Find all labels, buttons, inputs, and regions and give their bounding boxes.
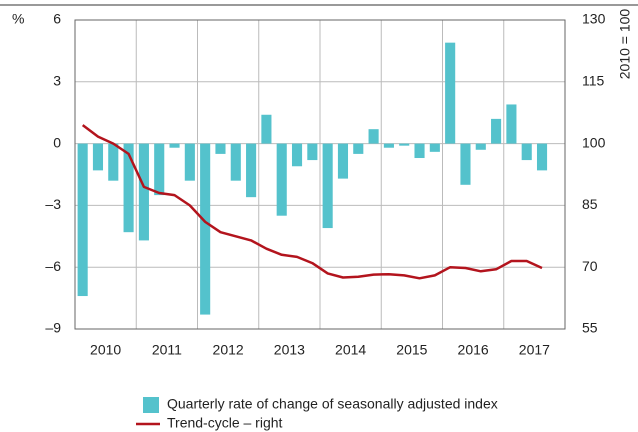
x-tick-label: 2010	[90, 342, 121, 358]
bar	[337, 143, 349, 179]
bar	[108, 143, 119, 181]
bar	[276, 143, 287, 216]
bar	[261, 114, 272, 144]
x-tick-label: 2014	[335, 342, 366, 358]
legend-swatch	[143, 397, 159, 413]
bar	[322, 143, 333, 229]
bar	[230, 143, 241, 181]
bar	[353, 143, 364, 154]
y2-tick-label: 55	[582, 320, 598, 336]
bar	[399, 143, 410, 146]
y-tick-label: –9	[45, 320, 61, 336]
bar	[414, 143, 425, 159]
x-tick-label: 2012	[213, 342, 244, 358]
bar	[475, 143, 486, 150]
bar	[383, 143, 394, 148]
legend-label: Trend-cycle – right	[167, 415, 283, 431]
bar	[246, 143, 257, 198]
x-tick-label: 2017	[519, 342, 550, 358]
x-tick-label: 2011	[152, 342, 182, 358]
bar	[138, 143, 149, 241]
bar	[445, 42, 456, 144]
bar	[200, 143, 211, 315]
bar	[521, 143, 532, 161]
bar	[154, 143, 165, 196]
y-tick-label: –3	[45, 196, 61, 212]
x-tick-label: 2013	[274, 342, 305, 358]
bar	[429, 143, 440, 152]
y2-tick-label: 100	[582, 134, 606, 150]
x-tick-label: 2015	[396, 342, 427, 358]
bar	[368, 129, 379, 144]
bar	[491, 118, 502, 144]
y-tick-label: –6	[45, 258, 61, 274]
bar	[307, 143, 318, 161]
plot-frame	[74, 19, 566, 330]
trend-line	[81, 124, 543, 280]
y-tick-label: 3	[53, 73, 61, 89]
bar	[460, 143, 471, 185]
y-tick-label: 0	[53, 134, 61, 150]
y-axis-label: %	[12, 11, 24, 27]
bar	[77, 143, 88, 297]
y2-tick-label: 85	[582, 196, 598, 212]
y2-tick-label: 115	[582, 73, 605, 89]
y-tick-label: 6	[53, 11, 61, 27]
legend-label: Quarterly rate of change of seasonally a…	[167, 396, 498, 412]
y2-tick-label: 130	[582, 11, 606, 27]
x-tick-label: 2016	[458, 342, 489, 358]
bar	[123, 143, 134, 233]
bar	[215, 143, 226, 154]
bar	[184, 143, 195, 181]
bar	[536, 143, 548, 171]
bar	[506, 104, 517, 144]
bar	[92, 143, 104, 171]
bar	[169, 143, 180, 148]
y2-tick-label: 70	[582, 258, 598, 274]
bar	[291, 143, 303, 167]
y2-axis-label: 2010 = 100	[617, 9, 633, 80]
